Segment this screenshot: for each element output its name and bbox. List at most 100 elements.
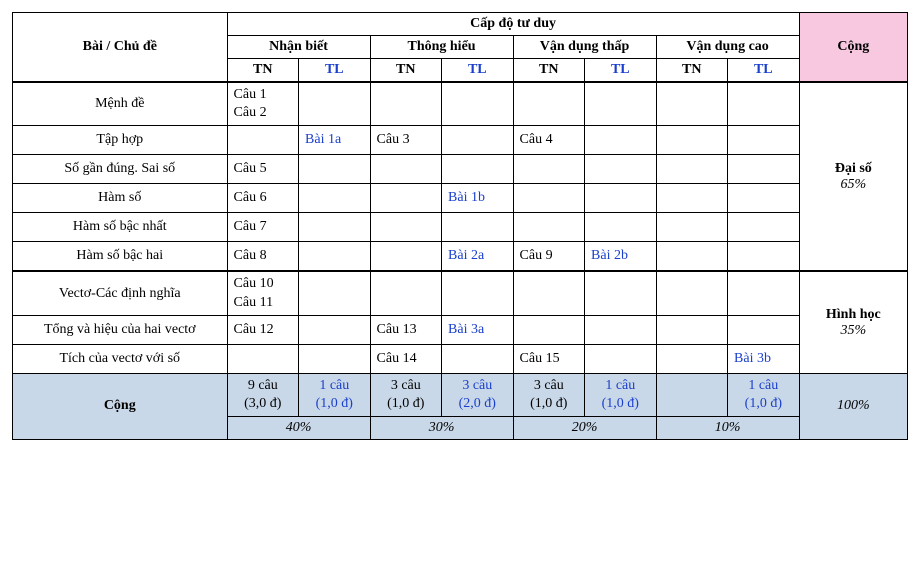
data-cell (370, 184, 442, 213)
data-cell (728, 82, 800, 126)
data-cell (728, 315, 800, 344)
data-cell: Câu 6 (227, 184, 299, 213)
thinking-level-header: Cấp độ tư duy (227, 13, 799, 36)
data-cell (656, 242, 728, 272)
data-cell (299, 344, 371, 373)
data-cell (513, 155, 585, 184)
total-cell: 9 câu(3,0 đ) (227, 373, 299, 416)
topic-cell: Số gần đúng. Sai số (13, 155, 228, 184)
data-cell (656, 344, 728, 373)
grand-total: 100% (799, 373, 907, 439)
topic-cell: Hàm số bậc hai (13, 242, 228, 272)
data-cell (370, 82, 442, 126)
data-cell (513, 315, 585, 344)
data-cell: Câu 15 (513, 344, 585, 373)
group-pct: 40% (227, 417, 370, 440)
group-pct: 30% (370, 417, 513, 440)
data-cell: Câu 7 (227, 213, 299, 242)
level-3: Vận dụng cao (656, 36, 799, 59)
data-cell (370, 271, 442, 315)
data-cell (585, 315, 657, 344)
data-cell (370, 242, 442, 272)
col-tl-3: TL (728, 59, 800, 83)
group-pct: 10% (656, 417, 799, 440)
data-cell (299, 213, 371, 242)
data-cell (442, 344, 514, 373)
data-cell: Bài 1b (442, 184, 514, 213)
level-0: Nhận biết (227, 36, 370, 59)
data-cell (442, 126, 514, 155)
topic-header: Bài / Chủ đề (13, 13, 228, 83)
data-cell: Bài 2b (585, 242, 657, 272)
data-cell: Bài 1a (299, 126, 371, 155)
topic-cell: Tổng và hiệu của hai vectơ (13, 315, 228, 344)
data-cell: Câu 1Câu 2 (227, 82, 299, 126)
data-cell (728, 184, 800, 213)
topic-cell: Tích của vectơ với số (13, 344, 228, 373)
col-tn-2: TN (513, 59, 585, 83)
topic-cell: Vectơ-Các định nghĩa (13, 271, 228, 315)
section-hinh-hoc: Hình học35% (799, 271, 907, 373)
col-tn-0: TN (227, 59, 299, 83)
data-cell: Câu 14 (370, 344, 442, 373)
col-tn-1: TN (370, 59, 442, 83)
data-cell: Câu 3 (370, 126, 442, 155)
data-cell: Câu 5 (227, 155, 299, 184)
data-cell (442, 271, 514, 315)
group-pct: 20% (513, 417, 656, 440)
data-cell (513, 271, 585, 315)
total-cell: 1 câu(1,0 đ) (299, 373, 371, 416)
total-cell: 3 câu(2,0 đ) (442, 373, 514, 416)
section-dai-so: Đại số65% (799, 82, 907, 271)
data-cell: Câu 8 (227, 242, 299, 272)
data-cell: Câu 12 (227, 315, 299, 344)
data-cell: Bài 3a (442, 315, 514, 344)
level-1: Thông hiểu (370, 36, 513, 59)
level-2: Vận dụng thấp (513, 36, 656, 59)
data-cell (299, 82, 371, 126)
data-cell: Bài 2a (442, 242, 514, 272)
data-cell (656, 315, 728, 344)
data-cell (513, 184, 585, 213)
data-cell (442, 82, 514, 126)
data-cell (728, 213, 800, 242)
topic-cell: Hàm số bậc nhất (13, 213, 228, 242)
data-cell (513, 213, 585, 242)
data-cell (585, 344, 657, 373)
data-cell (728, 155, 800, 184)
data-cell (656, 271, 728, 315)
col-tl-2: TL (585, 59, 657, 83)
data-cell (299, 271, 371, 315)
data-cell (656, 155, 728, 184)
data-cell (656, 184, 728, 213)
data-cell (585, 213, 657, 242)
data-cell (585, 82, 657, 126)
col-tn-3: TN (656, 59, 728, 83)
data-cell (656, 126, 728, 155)
data-cell: Câu 13 (370, 315, 442, 344)
data-cell: Câu 9 (513, 242, 585, 272)
sum-header: Cộng (799, 13, 907, 83)
data-cell (227, 344, 299, 373)
data-cell (656, 213, 728, 242)
data-cell (299, 315, 371, 344)
data-cell (299, 184, 371, 213)
topic-cell: Tập hợp (13, 126, 228, 155)
data-cell: Bài 3b (728, 344, 800, 373)
data-cell (370, 213, 442, 242)
total-cell: 1 câu(1,0 đ) (585, 373, 657, 416)
data-cell (728, 126, 800, 155)
data-cell: Câu 10Câu 11 (227, 271, 299, 315)
total-cell: 3 câu(1,0 đ) (513, 373, 585, 416)
data-cell (513, 82, 585, 126)
topic-cell: Hàm số (13, 184, 228, 213)
topic-cell: Mệnh đề (13, 82, 228, 126)
data-cell (585, 184, 657, 213)
data-cell (299, 155, 371, 184)
data-cell (728, 271, 800, 315)
total-cell (656, 373, 728, 416)
data-cell (656, 82, 728, 126)
col-tl-1: TL (442, 59, 514, 83)
data-cell (585, 155, 657, 184)
total-cell: 1 câu(1,0 đ) (728, 373, 800, 416)
